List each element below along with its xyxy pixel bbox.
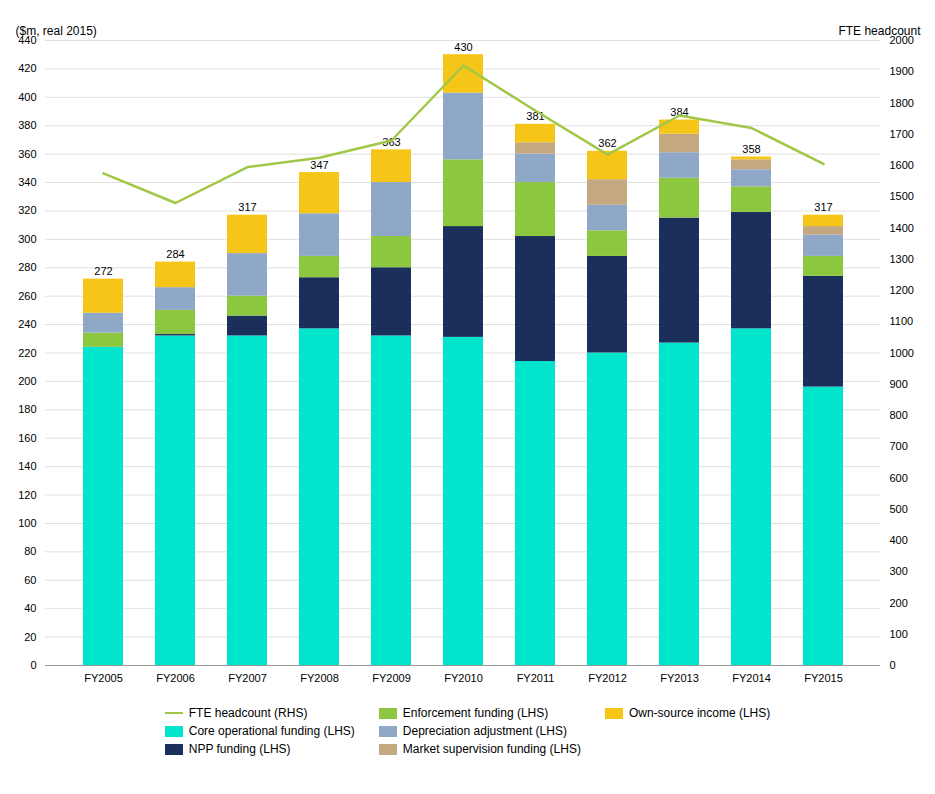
svg-text:700: 700 — [890, 440, 908, 452]
svg-text:240: 240 — [18, 318, 36, 330]
svg-text:2000: 2000 — [889, 34, 914, 46]
svg-text:FY2005: FY2005 — [84, 672, 123, 684]
svg-text:280: 280 — [18, 261, 36, 273]
svg-text:1900: 1900 — [890, 65, 914, 77]
svg-text:430: 430 — [454, 41, 472, 53]
html-text:Enforcement funding (LHS): Enforcement funding (LHS) — [402, 706, 549, 720]
svg-text:FY2014: FY2014 — [732, 672, 771, 684]
svg-text:60: 60 — [24, 574, 36, 586]
svg-text:1500: 1500 — [890, 190, 914, 202]
svg-text:200: 200 — [18, 375, 36, 387]
svg-text:600: 600 — [890, 472, 908, 484]
html-text:NPP funding (LHS): NPP funding (LHS) — [188, 742, 291, 756]
svg-text:160: 160 — [18, 432, 36, 444]
svg-text:1000: 1000 — [890, 347, 914, 359]
svg-text:381: 381 — [526, 110, 545, 123]
svg-text:20: 20 — [24, 631, 36, 643]
svg-text:420: 420 — [18, 62, 36, 74]
svg-text:FY2007: FY2007 — [228, 672, 267, 684]
svg-text:440: 440 — [18, 34, 37, 46]
svg-text:320: 320 — [18, 204, 36, 216]
svg-text:0: 0 — [890, 659, 896, 671]
svg-text:1200: 1200 — [890, 284, 914, 296]
svg-text:1700: 1700 — [890, 128, 914, 140]
svg-text:362: 362 — [598, 137, 616, 149]
svg-text:($m, real 2015): ($m, real 2015) — [16, 24, 97, 38]
svg-text:1100: 1100 — [890, 315, 914, 327]
svg-text:380: 380 — [18, 119, 36, 131]
svg-text:1800: 1800 — [890, 97, 914, 109]
svg-text:FY2012: FY2012 — [588, 672, 627, 684]
svg-text:340: 340 — [18, 176, 36, 188]
svg-text:317: 317 — [238, 201, 256, 213]
svg-text:FY2013: FY2013 — [660, 672, 699, 684]
svg-text:317: 317 — [814, 201, 832, 213]
svg-text:500: 500 — [890, 503, 908, 515]
svg-text:FY2008: FY2008 — [300, 672, 339, 684]
svg-text:1600: 1600 — [890, 159, 914, 171]
svg-text:300: 300 — [18, 233, 36, 245]
svg-text:1300: 1300 — [890, 253, 914, 265]
svg-text:360: 360 — [18, 148, 36, 160]
svg-text:100: 100 — [18, 517, 36, 529]
svg-text:FY2011: FY2011 — [517, 672, 555, 684]
svg-text:FY2010: FY2010 — [444, 672, 483, 684]
svg-text:180: 180 — [18, 403, 36, 415]
svg-text:40: 40 — [24, 602, 36, 614]
svg-text:200: 200 — [890, 597, 908, 609]
svg-text:FY2009: FY2009 — [372, 672, 411, 684]
svg-text:FY2015: FY2015 — [804, 672, 843, 684]
html-text:Core operational funding (LHS): Core operational funding (LHS) — [188, 724, 355, 738]
svg-text:363: 363 — [382, 135, 401, 148]
svg-text:140: 140 — [18, 460, 36, 472]
svg-text:384: 384 — [670, 106, 689, 118]
svg-text:120: 120 — [18, 489, 36, 501]
svg-text:358: 358 — [742, 143, 760, 155]
html-text:Depreciation adjustment (LHS): Depreciation adjustment (LHS) — [402, 724, 567, 738]
svg-text:272: 272 — [94, 265, 112, 277]
svg-text:800: 800 — [890, 409, 908, 421]
svg-text:260: 260 — [18, 290, 36, 302]
svg-text:FY2006: FY2006 — [156, 672, 195, 684]
svg-text:400: 400 — [18, 91, 36, 103]
svg-text:80: 80 — [24, 545, 36, 557]
html-text:Own-source income (LHS): Own-source income (LHS) — [628, 706, 771, 720]
svg-text:1400: 1400 — [890, 222, 914, 234]
html-text:FTE headcount (RHS): FTE headcount (RHS) — [188, 706, 308, 720]
svg-text:100: 100 — [890, 628, 908, 640]
svg-text:900: 900 — [890, 378, 908, 390]
svg-text:347: 347 — [310, 159, 328, 171]
svg-text:284: 284 — [166, 248, 184, 260]
svg-text:400: 400 — [890, 534, 908, 546]
svg-text:FTE headcount: FTE headcount — [838, 24, 921, 38]
svg-text:0: 0 — [30, 659, 36, 671]
svg-text:300: 300 — [890, 565, 908, 577]
html-text:Market supervision funding (LH: Market supervision funding (LHS) — [402, 742, 581, 756]
svg-text:220: 220 — [18, 347, 36, 359]
